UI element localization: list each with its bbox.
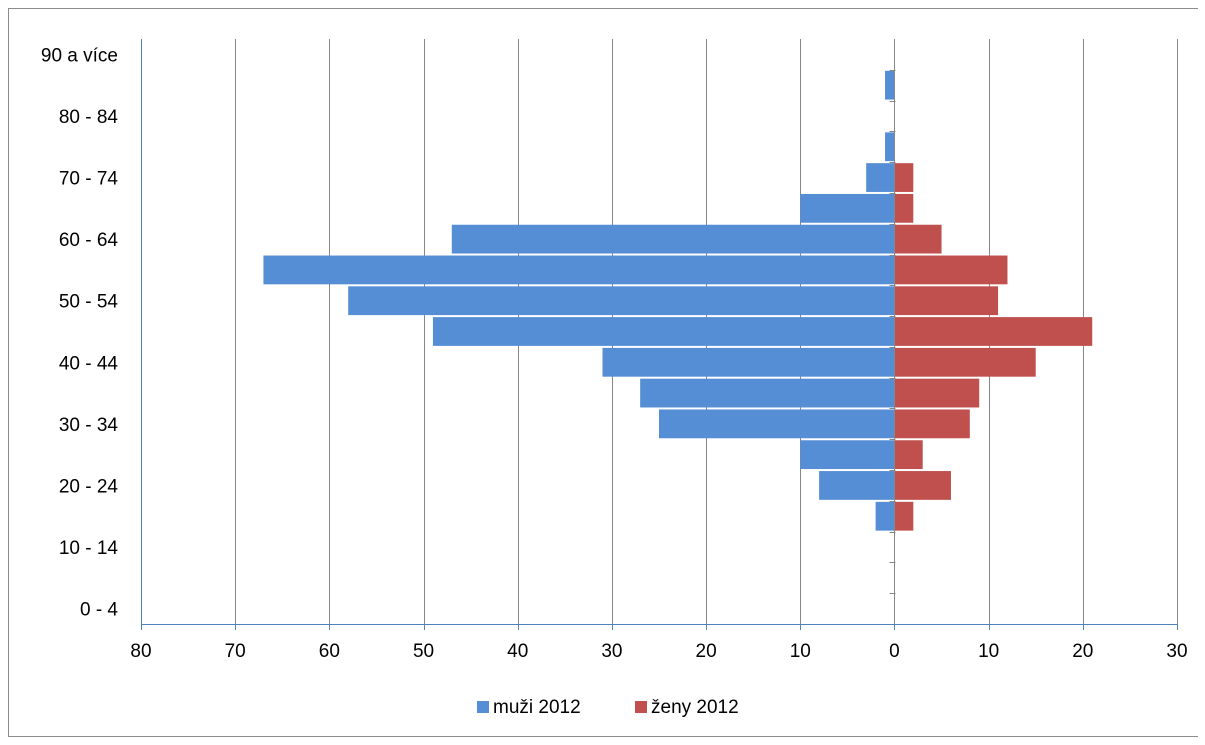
x-tick-label: 30 — [1166, 641, 1187, 662]
bar-zeny — [894, 378, 980, 408]
x-tick-label: 20 — [696, 641, 717, 662]
legend-swatch-zeny — [635, 701, 647, 713]
x-tick-label: 20 — [1072, 641, 1093, 662]
x-tick-label: 40 — [507, 641, 528, 662]
bar-muzi — [885, 132, 895, 162]
bar-muzi — [451, 224, 895, 254]
bar-muzi — [885, 70, 895, 100]
bar-zeny — [894, 409, 970, 439]
bar-zeny — [894, 471, 951, 500]
y-tick-label: 0 - 4 — [80, 600, 118, 621]
bar-zeny — [894, 347, 1036, 377]
y-tick-label: 80 - 84 — [59, 107, 119, 128]
bar-muzi — [432, 317, 895, 346]
bar-muzi — [875, 501, 895, 531]
legend-label-muzi: muži 2012 — [493, 697, 581, 718]
y-tick-label: 50 - 54 — [59, 292, 119, 313]
x-tick-label: 30 — [601, 641, 622, 662]
bar-zeny — [894, 193, 914, 223]
x-tick-label: 70 — [225, 641, 246, 662]
bar-zeny — [894, 286, 999, 316]
bar-muzi — [640, 378, 895, 408]
bar-zeny — [894, 501, 914, 531]
bar-zeny — [894, 317, 1093, 346]
bar-muzi — [602, 347, 895, 377]
bar-zeny — [894, 255, 1008, 285]
x-tick-label: 50 — [413, 641, 434, 662]
x-tick-label: 0 — [889, 641, 900, 662]
bar-muzi — [659, 409, 895, 439]
bar-muzi — [800, 193, 895, 223]
x-tick-label: 10 — [790, 641, 811, 662]
x-tick-label: 60 — [319, 641, 340, 662]
y-tick-label: 90 a více — [41, 45, 118, 66]
y-tick-label: 20 - 24 — [59, 476, 119, 497]
y-tick-label: 40 - 44 — [59, 353, 119, 374]
bar-muzi — [348, 286, 895, 316]
bar-muzi — [819, 471, 895, 500]
bar-zeny — [894, 440, 923, 470]
y-tick-label: 30 - 34 — [59, 415, 119, 436]
x-tick-label: 10 — [978, 641, 999, 662]
bar-muzi — [866, 163, 895, 192]
legend-swatch-muzi — [477, 701, 489, 713]
x-tick-label: 80 — [130, 641, 151, 662]
bar-zeny — [894, 163, 914, 192]
bar-zeny — [894, 224, 942, 254]
y-tick-label: 10 - 14 — [59, 538, 119, 559]
y-tick-label: 60 - 64 — [59, 230, 119, 251]
y-tick-label: 70 - 74 — [59, 169, 119, 190]
bar-muzi — [263, 255, 895, 285]
bar-muzi — [800, 440, 895, 470]
legend-label-zeny: ženy 2012 — [651, 697, 739, 718]
